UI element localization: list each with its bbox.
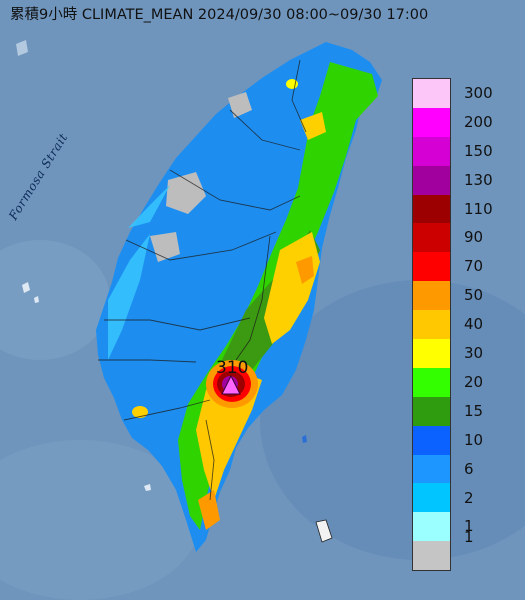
map-title: 累積9小時 CLIMATE_MEAN 2024/09/30 08:00~09/3… [10, 7, 429, 23]
legend-swatch [413, 281, 450, 311]
legend-swatch [413, 454, 450, 484]
legend-label: 90 [464, 228, 484, 247]
legend-swatch [413, 136, 450, 166]
legend-swatch [413, 165, 450, 195]
county-borders [98, 59, 307, 501]
legend-swatch [413, 483, 450, 513]
legend-swatch [413, 194, 450, 224]
legend-label: 130 [464, 170, 493, 189]
color-legend [412, 78, 451, 572]
peak-marker-icon [221, 374, 241, 395]
legend-swatch [413, 223, 450, 253]
legend-label: 20 [464, 372, 484, 391]
island [315, 519, 333, 543]
legend-swatch [413, 107, 450, 137]
legend-label: 200 [464, 112, 493, 131]
legend-label: 110 [464, 199, 493, 218]
island [144, 484, 151, 491]
legend-label: 10 [464, 430, 484, 449]
legend-label: 2 [464, 488, 474, 507]
legend-swatch [413, 252, 450, 282]
legend-swatch [413, 310, 450, 340]
legend-label: 50 [464, 286, 484, 305]
legend-label: 1 [464, 517, 474, 536]
legend-swatch [413, 79, 450, 108]
legend-label: 6 [464, 459, 474, 478]
island [302, 435, 307, 443]
legend-label: 40 [464, 315, 484, 334]
island [22, 282, 30, 293]
legend-swatch [413, 339, 450, 368]
legend-swatch [413, 541, 450, 571]
island [16, 40, 28, 56]
legend-swatch [413, 396, 450, 426]
legend-label: 300 [464, 83, 493, 102]
island [34, 296, 39, 303]
legend-swatch [413, 425, 450, 455]
legend-label: 1 [464, 528, 474, 547]
legend-swatch [413, 367, 450, 397]
legend-label: 70 [464, 257, 484, 276]
legend-swatch [413, 512, 450, 542]
legend-label: 150 [464, 141, 493, 160]
peak-value-label: 310 [216, 358, 249, 378]
legend-label: 15 [464, 401, 484, 420]
legend-label: 30 [464, 344, 484, 362]
